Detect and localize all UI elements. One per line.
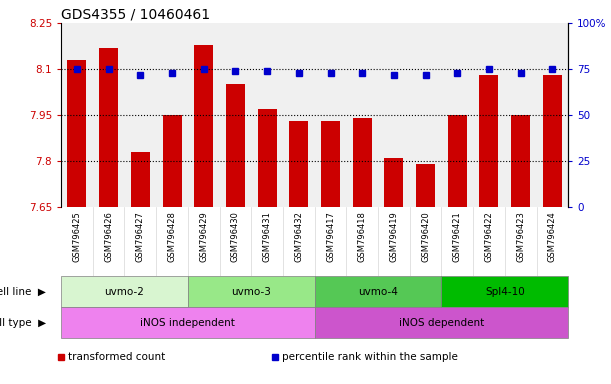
Bar: [448, 115, 467, 207]
Text: cell line  ▶: cell line ▶: [0, 287, 46, 297]
Bar: [480, 75, 499, 207]
Text: GSM796424: GSM796424: [548, 211, 557, 262]
Text: GSM796422: GSM796422: [485, 211, 494, 262]
Bar: [441, 276, 568, 307]
Text: GSM796427: GSM796427: [136, 211, 145, 262]
Text: GSM796423: GSM796423: [516, 211, 525, 262]
Text: GSM796426: GSM796426: [104, 211, 113, 262]
Text: GSM796421: GSM796421: [453, 211, 462, 262]
Bar: [353, 118, 371, 207]
Bar: [315, 307, 568, 338]
Text: uvmo-3: uvmo-3: [232, 287, 271, 297]
Text: iNOS dependent: iNOS dependent: [399, 318, 484, 328]
Text: uvmo-4: uvmo-4: [358, 287, 398, 297]
Bar: [194, 45, 213, 207]
Bar: [163, 115, 181, 207]
Text: uvmo-2: uvmo-2: [104, 287, 144, 297]
Text: GSM796428: GSM796428: [167, 211, 177, 262]
Bar: [61, 307, 315, 338]
Text: GSM796431: GSM796431: [263, 211, 272, 262]
Text: GSM796417: GSM796417: [326, 211, 335, 262]
Bar: [99, 48, 118, 207]
Text: Spl4-10: Spl4-10: [485, 287, 525, 297]
Text: GSM796432: GSM796432: [295, 211, 303, 262]
Bar: [315, 276, 441, 307]
Bar: [416, 164, 435, 207]
Bar: [226, 84, 245, 207]
Bar: [384, 158, 403, 207]
Text: GSM796419: GSM796419: [389, 211, 398, 262]
Text: GSM796430: GSM796430: [231, 211, 240, 262]
Bar: [131, 152, 150, 207]
Text: GSM796418: GSM796418: [357, 211, 367, 262]
Text: iNOS independent: iNOS independent: [141, 318, 235, 328]
Bar: [543, 75, 562, 207]
Bar: [511, 115, 530, 207]
Bar: [188, 276, 315, 307]
Bar: [61, 276, 188, 307]
Text: GSM796420: GSM796420: [421, 211, 430, 262]
Text: GDS4355 / 10460461: GDS4355 / 10460461: [61, 8, 210, 22]
Bar: [258, 109, 277, 207]
Bar: [290, 121, 309, 207]
Text: GSM796425: GSM796425: [73, 211, 81, 262]
Bar: [67, 60, 87, 207]
Text: GSM796429: GSM796429: [199, 211, 208, 262]
Bar: [321, 121, 340, 207]
Text: transformed count: transformed count: [68, 352, 166, 362]
Text: cell type  ▶: cell type ▶: [0, 318, 46, 328]
Text: percentile rank within the sample: percentile rank within the sample: [282, 352, 458, 362]
